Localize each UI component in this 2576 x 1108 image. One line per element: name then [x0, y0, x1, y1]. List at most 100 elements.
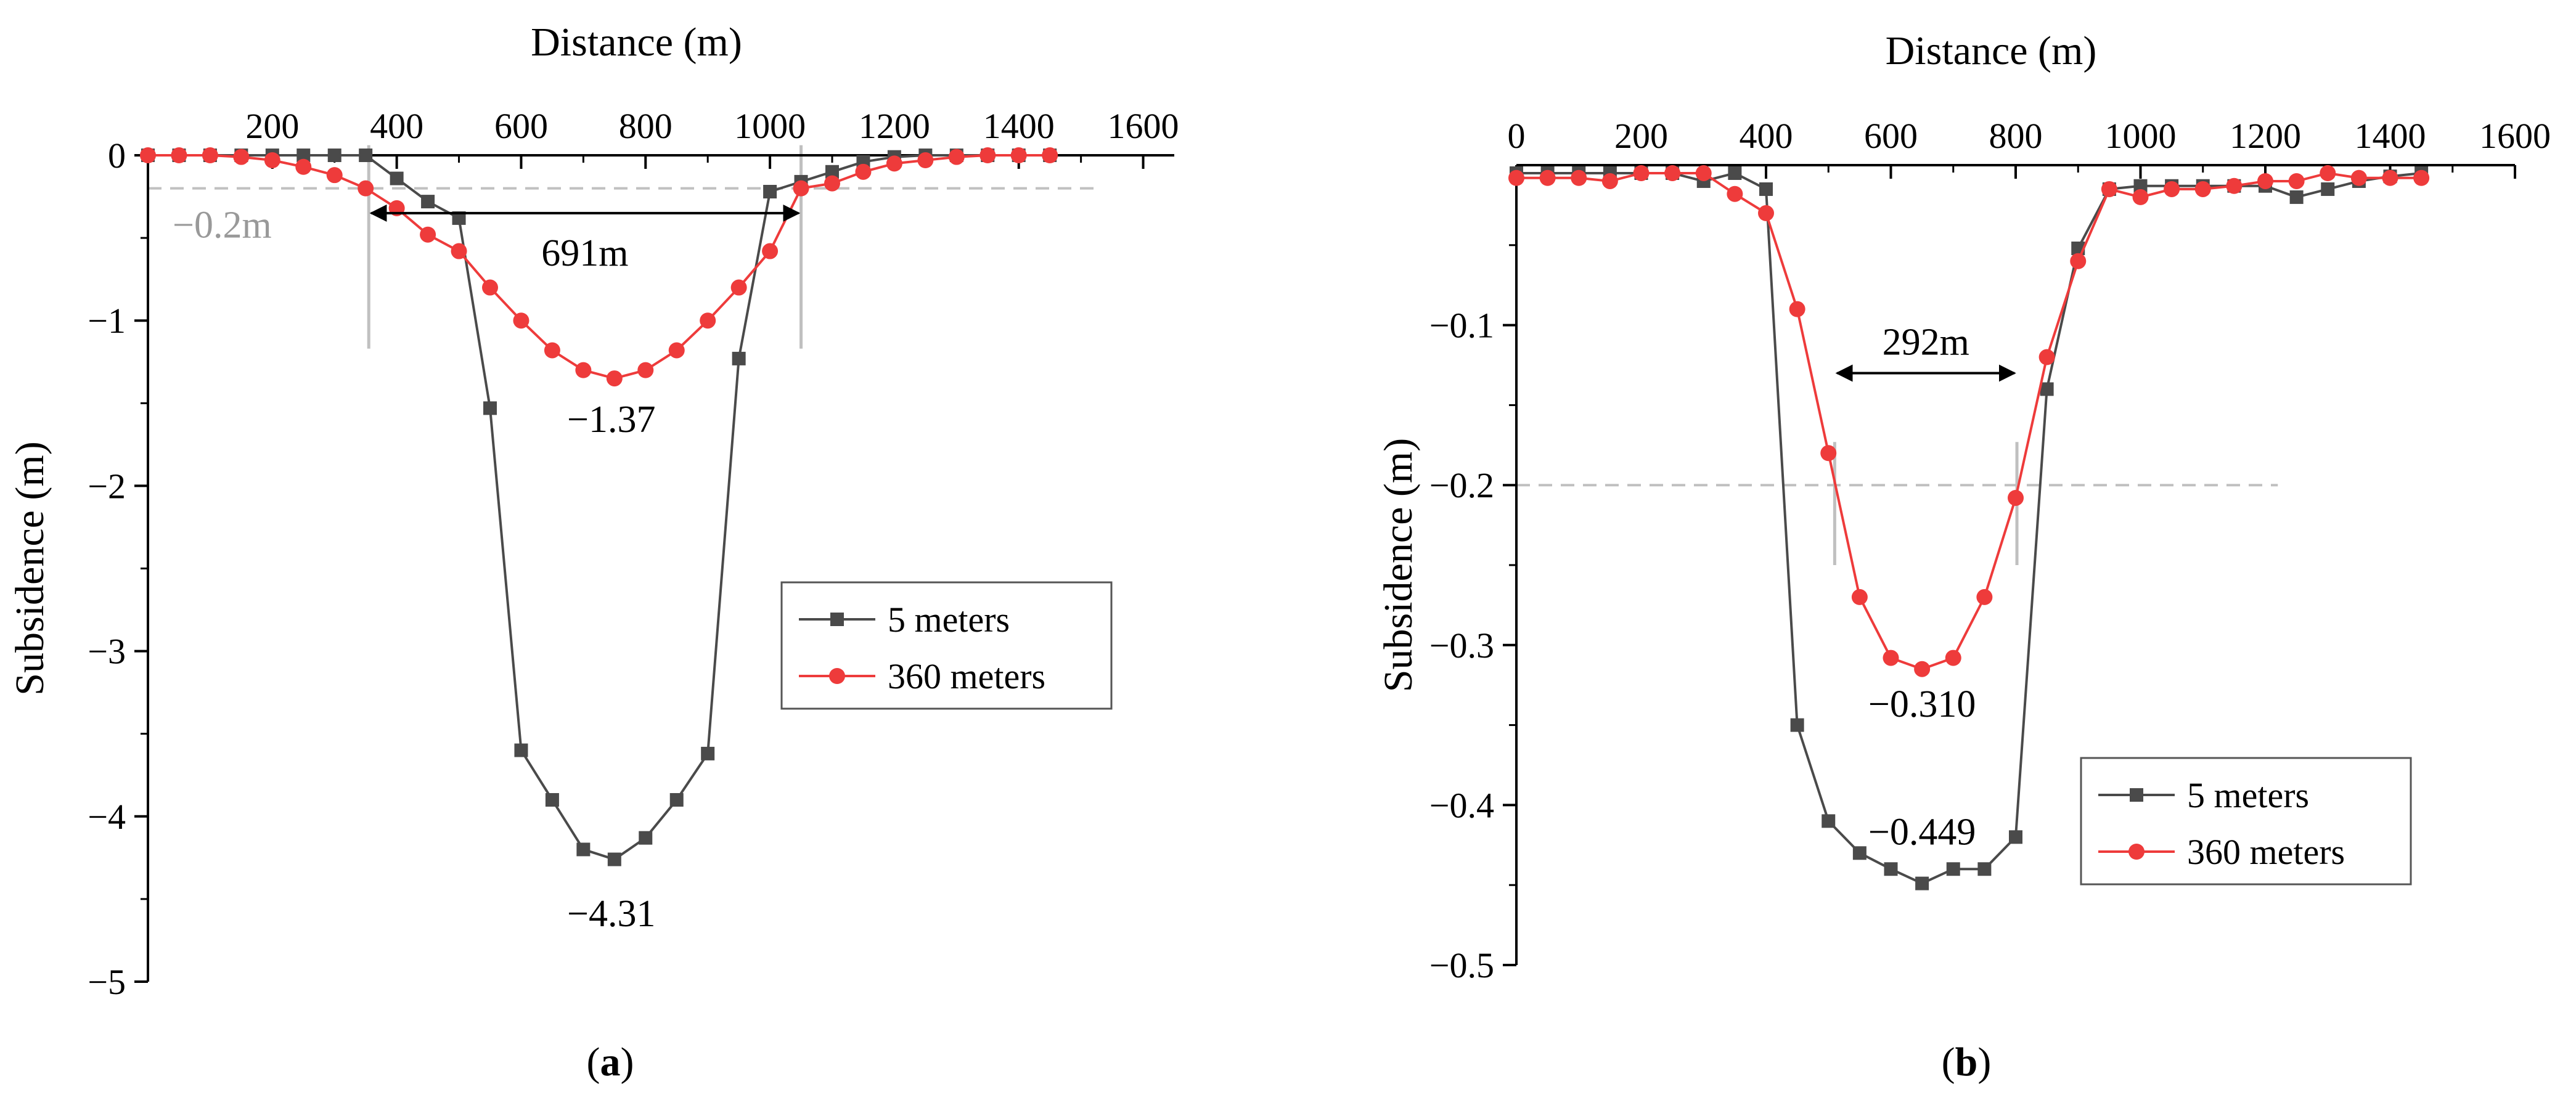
data-point-360m	[2038, 349, 2055, 365]
data-point-360m	[2226, 177, 2243, 194]
data-point-360m	[700, 312, 716, 329]
y-tick-label: 0	[108, 136, 126, 176]
data-point-360m	[171, 147, 187, 163]
data-point-5m	[421, 195, 435, 209]
data-point-360m	[2382, 169, 2398, 186]
data-point-5m	[576, 842, 591, 857]
x-tick-label: 1400	[2355, 116, 2426, 156]
data-point-360m	[1851, 589, 1868, 605]
chart-panel-a: 200 400 600 800 1000 1200 1400 1600 0 −1 −2 −3 −4 −5 D…	[7, 20, 1179, 1085]
data-point-360m	[1042, 147, 1058, 163]
data-point-360m	[917, 152, 934, 169]
data-point-360m	[793, 180, 809, 197]
panel-paren-open: (	[1942, 1040, 1955, 1085]
data-point-360m	[575, 362, 592, 378]
data-point-5m	[1822, 814, 1836, 828]
data-point-5m	[732, 351, 746, 365]
x-tick-label: 200	[1614, 116, 1668, 156]
data-point-5m	[545, 792, 559, 807]
data-point-360m	[1976, 589, 1993, 605]
data-point-5m	[669, 792, 684, 807]
legend: 5 meters 360 meters	[2080, 757, 2412, 886]
data-point-360m	[264, 152, 280, 169]
data-point-360m	[2070, 253, 2087, 269]
data-point-360m	[1633, 165, 1650, 181]
data-point-5m	[2040, 382, 2054, 396]
data-point-360m	[451, 243, 467, 259]
series-line-360m	[1516, 171, 2422, 670]
data-point-5m	[327, 149, 341, 162]
y-tick-label: −4	[88, 797, 126, 837]
data-point-5m	[1728, 166, 1742, 180]
data-point-360m	[1914, 661, 1931, 677]
legend-box	[2080, 757, 2412, 886]
data-point-360m	[1664, 165, 1681, 181]
data-point-5m	[514, 743, 528, 757]
data-point-360m	[979, 147, 996, 163]
x-axis-title: Distance (m)	[531, 20, 742, 65]
legend-marker-circle	[829, 668, 845, 684]
value-annotation: −1.37	[567, 399, 655, 441]
data-point-360m	[2101, 181, 2117, 197]
data-point-360m	[544, 342, 560, 359]
legend-box	[780, 581, 1113, 710]
x-tick-label: 1600	[2479, 116, 2551, 156]
data-point-360m	[1945, 650, 1961, 666]
data-point-5m	[2321, 182, 2335, 196]
data-point-360m	[2132, 189, 2149, 205]
data-point-360m	[513, 312, 530, 329]
x-tick-label: 400	[1740, 116, 1793, 156]
data-point-360m	[2194, 181, 2211, 197]
threshold-label: −0.2m	[173, 205, 272, 246]
x-tick-label: 600	[494, 106, 548, 146]
data-point-5m	[1946, 862, 1960, 876]
legend-marker-square	[830, 613, 844, 626]
y-tick-label: −0.3	[1429, 625, 1494, 666]
data-point-5m	[701, 746, 715, 760]
data-point-5m	[1759, 182, 1773, 196]
x-tick-label: 1400	[983, 106, 1055, 146]
span-label: 691m	[541, 232, 628, 274]
data-point-5m	[2009, 830, 2022, 844]
data-point-5m	[763, 185, 777, 199]
y-tick-label: −2	[88, 466, 126, 506]
data-point-360m	[1883, 650, 1899, 666]
data-point-360m	[2350, 169, 2367, 186]
legend-label: 360 meters	[888, 656, 1045, 696]
data-point-5m	[1915, 876, 1929, 890]
data-point-360m	[1789, 301, 1805, 317]
x-tick-label: 1000	[2105, 116, 2177, 156]
x-axis-title: Distance (m)	[1886, 28, 2097, 73]
panel-label: (a)	[587, 1040, 634, 1085]
data-point-360m	[2164, 181, 2180, 197]
data-point-360m	[1010, 147, 1027, 163]
value-annotation: −0.449	[1868, 812, 1976, 853]
data-point-5m	[390, 171, 404, 185]
legend-label: 5 meters	[2187, 775, 2309, 815]
legend-marker-square	[2130, 788, 2143, 802]
data-point-360m	[668, 342, 685, 359]
y-tick-label: −0.1	[1429, 306, 1494, 346]
chart-panel-b: 0 200 400 600 800 1000 1200 1400 1600 −0.1 −0.2 −0.…	[1376, 28, 2551, 1085]
x-tick-label: 0	[1508, 116, 1526, 156]
data-point-360m	[855, 163, 872, 180]
data-point-360m	[420, 226, 436, 243]
data-point-5m	[2133, 179, 2148, 193]
data-point-5m	[639, 831, 653, 845]
data-point-360m	[1727, 185, 1743, 202]
panel-letter: a	[600, 1040, 621, 1085]
data-point-360m	[482, 279, 498, 296]
data-point-360m	[1758, 205, 1774, 221]
data-point-360m	[2320, 165, 2336, 181]
panel-paren-open: (	[587, 1040, 600, 1085]
y-axis-title: Subsidence (m)	[7, 441, 52, 695]
data-point-5m	[607, 852, 621, 866]
y-axis-title: Subsidence (m)	[1376, 438, 1421, 692]
x-tick-label: 800	[619, 106, 673, 146]
value-annotation: −0.310	[1868, 683, 1976, 725]
data-point-5m	[1977, 862, 1992, 876]
data-point-5m	[1852, 846, 1867, 860]
legend-label: 5 meters	[888, 600, 1010, 640]
data-point-360m	[824, 175, 840, 192]
